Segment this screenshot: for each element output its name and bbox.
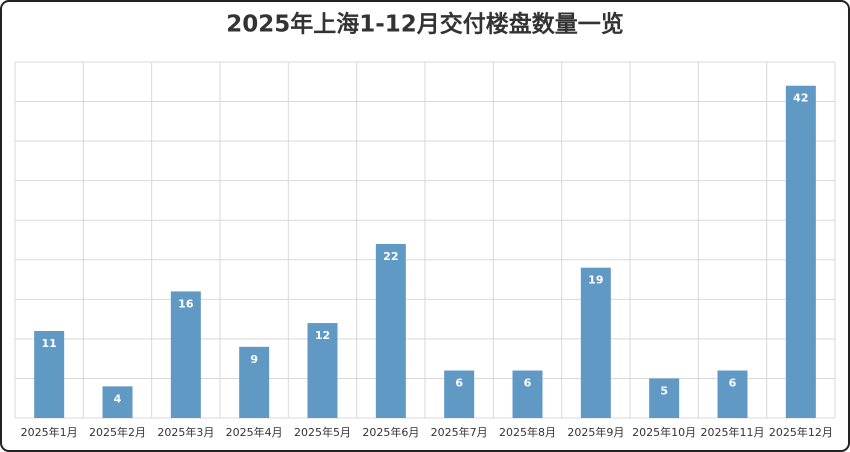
bar (580, 267, 611, 418)
data-label: 5 (660, 384, 668, 397)
x-tick-label: 2025年10月 (632, 425, 696, 439)
x-tick-label: 2025年3月 (157, 425, 214, 439)
bar (239, 346, 270, 418)
data-label: 12 (315, 329, 330, 342)
x-tick-label: 2025年12月 (769, 425, 833, 439)
data-label: 16 (178, 297, 194, 310)
x-tick-label: 2025年5月 (294, 425, 351, 439)
data-label: 6 (524, 377, 532, 390)
bar (34, 330, 65, 418)
bar (512, 370, 543, 418)
bar (307, 323, 338, 418)
data-label: 6 (729, 377, 737, 390)
data-label: 11 (42, 337, 57, 350)
chart-title: 2025年上海1-12月交付楼盘数量一览 (226, 11, 624, 38)
x-tick-label: 2025年4月 (226, 425, 283, 439)
bar (444, 370, 475, 418)
data-label: 22 (383, 250, 398, 263)
data-label: 19 (588, 274, 603, 287)
bar (717, 370, 748, 418)
x-tick-label: 2025年6月 (362, 425, 419, 439)
x-tick-label: 2025年8月 (499, 425, 556, 439)
x-tick-label: 2025年11月 (701, 425, 765, 439)
x-tick-label: 2025年7月 (431, 425, 488, 439)
data-label: 42 (793, 92, 808, 105)
data-label: 4 (114, 392, 122, 405)
data-label: 9 (250, 353, 258, 366)
bar (170, 291, 201, 418)
bar (102, 386, 133, 418)
x-tick-label: 2025年2月 (89, 425, 146, 439)
x-tick-label: 2025年1月 (21, 425, 78, 439)
bar (375, 243, 406, 418)
bar (785, 85, 816, 418)
x-tick-label: 2025年9月 (567, 425, 624, 439)
data-label: 6 (455, 377, 463, 390)
bar (649, 378, 680, 418)
